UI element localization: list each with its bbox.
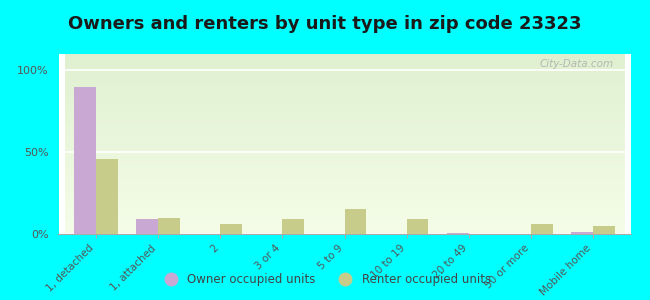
- Legend: Owner occupied units, Renter occupied units: Owner occupied units, Renter occupied un…: [154, 269, 496, 291]
- Bar: [531, 224, 552, 234]
- Bar: [447, 233, 469, 234]
- Bar: [282, 219, 304, 234]
- Text: City-Data.com: City-Data.com: [540, 59, 614, 69]
- Bar: [593, 226, 615, 234]
- Bar: [571, 232, 593, 234]
- Text: Owners and renters by unit type in zip code 23323: Owners and renters by unit type in zip c…: [68, 15, 582, 33]
- Bar: [407, 219, 428, 234]
- Bar: [74, 87, 96, 234]
- Bar: [158, 218, 180, 234]
- Bar: [136, 219, 158, 234]
- Bar: [220, 224, 242, 234]
- Bar: [344, 209, 366, 234]
- Bar: [96, 159, 118, 234]
